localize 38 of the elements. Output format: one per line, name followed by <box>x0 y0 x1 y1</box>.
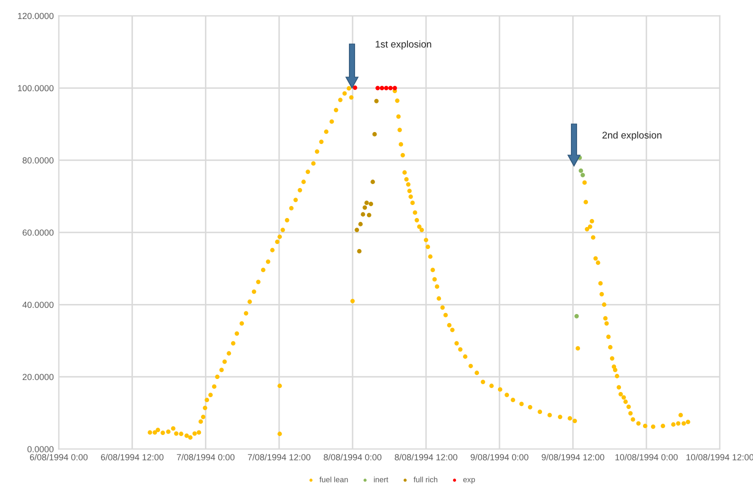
annotation: 2nd explosion <box>602 131 662 141</box>
point <box>380 86 384 90</box>
y-tick-label: 80.0000 <box>22 157 54 164</box>
y-tick-label: 60.0000 <box>22 229 54 236</box>
y-tick-label: 20.0000 <box>22 374 54 380</box>
x-tick-label: 9/08/1994 12:00 <box>542 454 604 460</box>
point <box>375 86 380 90</box>
point <box>392 86 398 90</box>
point <box>388 86 393 90</box>
point <box>384 86 388 90</box>
point <box>358 222 363 226</box>
point <box>360 212 366 217</box>
y-tick-label: 100.0000 <box>18 85 54 92</box>
x-tick-label: 9/08/1994 0:00 <box>470 454 528 460</box>
x-tick-label: 8/08/1994 0:00 <box>324 454 382 460</box>
point <box>578 168 584 173</box>
point <box>368 202 374 206</box>
x-tick-label: 8/08/1994 12:00 <box>394 454 458 460</box>
point <box>357 249 362 254</box>
point <box>354 228 360 232</box>
x-tick-label: 7/08/1994 12:00 <box>248 454 310 460</box>
point <box>366 212 372 218</box>
y-tick-label: 120.0000 <box>18 12 54 20</box>
x-tick-label: 6/08/1994 12:00 <box>101 454 164 460</box>
point <box>364 200 369 206</box>
point <box>580 172 585 178</box>
y-tick-label: 0.0000 <box>27 446 54 452</box>
x-tick-label: 6/08/1994 0:00 <box>30 454 88 460</box>
point <box>574 314 579 318</box>
point <box>362 205 368 210</box>
point <box>352 85 358 90</box>
point <box>370 180 375 184</box>
y-tick-label: 40.0000 <box>22 302 54 308</box>
annotation: 1st explosion <box>376 40 432 50</box>
point <box>374 98 379 104</box>
x-tick-label: 10/08/1994 0:00 <box>615 454 678 460</box>
point <box>372 132 377 136</box>
x-tick-label: 7/08/1994 0:00 <box>176 454 235 460</box>
